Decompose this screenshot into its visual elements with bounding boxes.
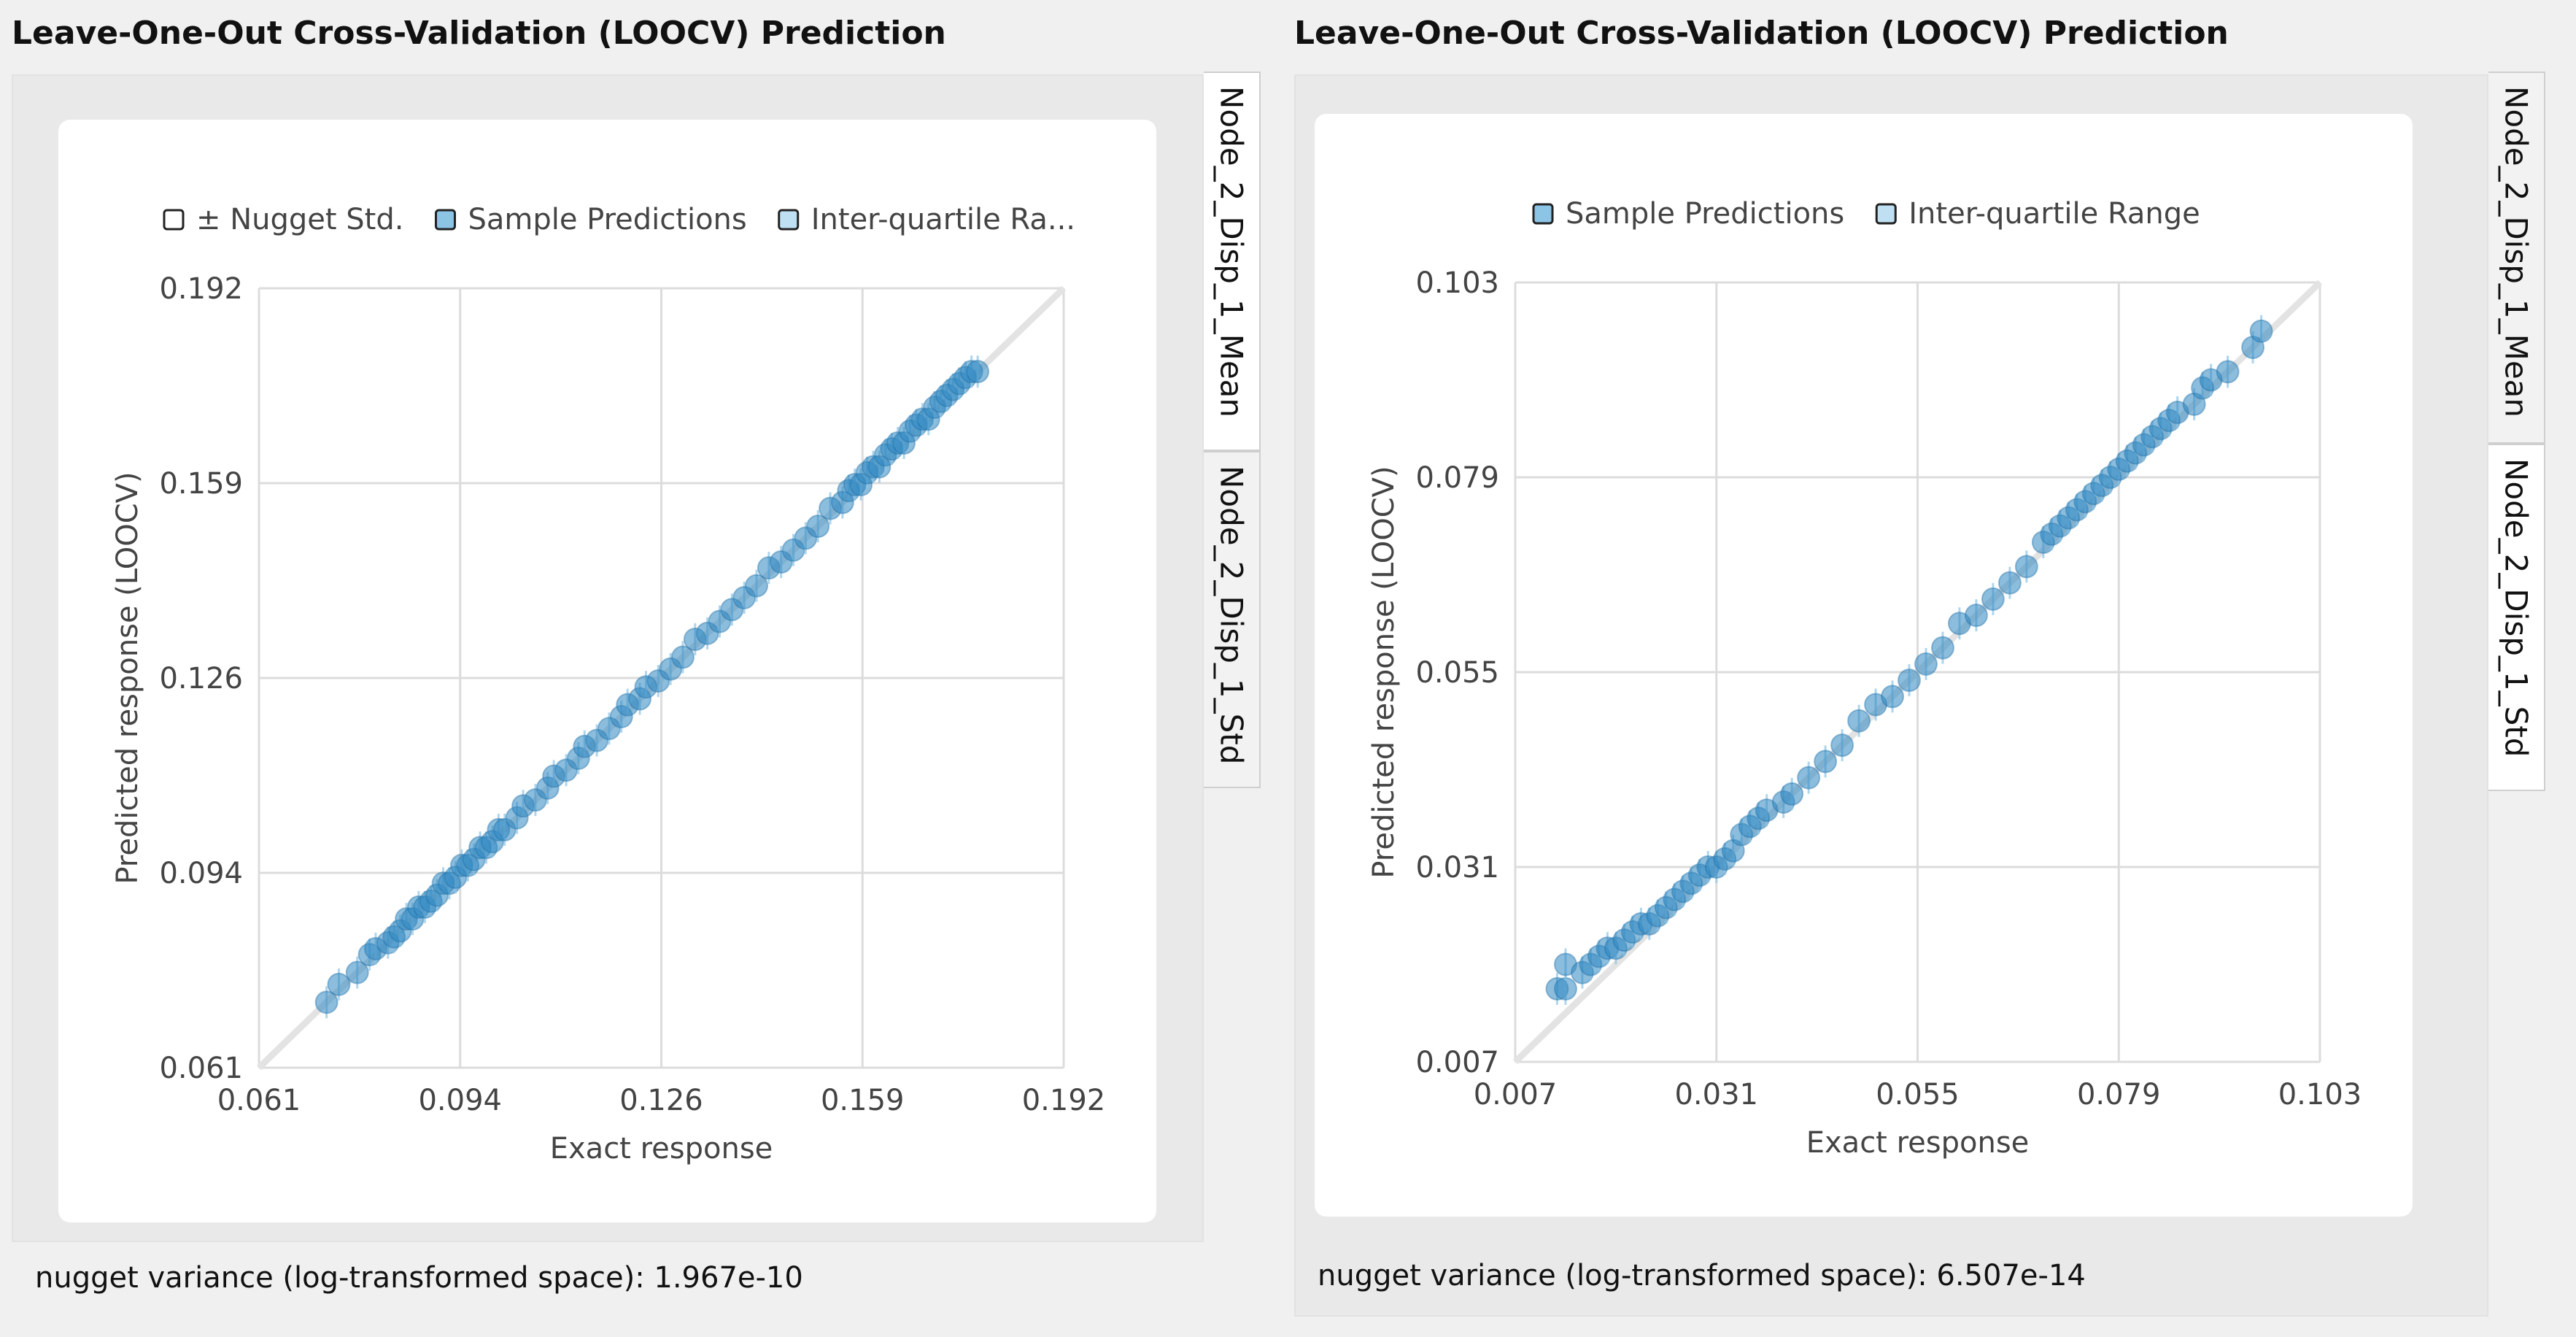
sample-prediction-point: [1981, 587, 2005, 611]
legend-swatch: [1875, 203, 1897, 225]
x-tick-label: 0.055: [1876, 1078, 1960, 1111]
sample-prediction-point: [1997, 571, 2022, 595]
nugget-variance-label: nugget variance (log-transformed space):…: [1318, 1259, 2086, 1292]
y-tick-label: 0.159: [159, 467, 243, 501]
sample-prediction-point: [327, 972, 351, 996]
nugget-variance-label: nugget variance (log-transformed space):…: [35, 1261, 803, 1295]
legend-label: ± Nugget Std.: [196, 203, 403, 236]
tab-label: Node_2_Disp_1_Std: [1213, 466, 1250, 765]
sample-prediction-point: [2249, 319, 2273, 343]
chart-frame: 0.061 0.061 0.094 0.094 0.126 0.126 0.159 0.159…: [12, 74, 1204, 1242]
x-tick-label: 0.103: [2278, 1078, 2362, 1111]
chart-frame: 0.007 0.007 0.031 0.031 0.055 0.055 0.079 0.079…: [1294, 74, 2488, 1317]
sample-prediction-point: [670, 645, 695, 669]
y-tick-label: 0.094: [159, 857, 243, 890]
x-tick-label: 0.079: [2077, 1078, 2161, 1111]
y-tick-label: 0.031: [1415, 851, 1499, 885]
sample-prediction-point: [1814, 750, 1838, 774]
sample-prediction-point: [745, 574, 769, 598]
sample-prediction-point: [1914, 652, 1938, 676]
panel-title: Leave-One-Out Cross-Validation (LOOCV) P…: [1294, 15, 2229, 52]
sample-prediction-point: [966, 360, 990, 384]
tab-node-2-disp-1-mean[interactable]: Node_2_Disp_1_Mean: [2488, 72, 2545, 444]
sample-prediction-point: [2014, 555, 2038, 579]
sample-prediction-point: [345, 960, 369, 985]
sample-prediction-point: [1964, 604, 1988, 628]
loocv-panel-left: Leave-One-Out Cross-Validation (LOOCV) P…: [0, 0, 1284, 1337]
tab-label: Node_2_Disp_1_Mean: [2498, 86, 2534, 418]
y-tick-label: 0.055: [1415, 656, 1499, 690]
y-tick-label: 0.079: [1415, 461, 1499, 495]
legend-swatch: [778, 209, 800, 231]
legend-label: Inter-quartile Range: [1908, 197, 2200, 231]
sample-prediction-point: [1830, 733, 1854, 758]
y-axis-label: Predicted response (LOOCV): [111, 471, 144, 884]
loocv-panel-right: Leave-One-Out Cross-Validation (LOOCV) P…: [1284, 0, 2576, 1337]
sample-prediction-point: [1553, 976, 1577, 1001]
x-tick-label: 0.061: [217, 1084, 301, 1117]
x-tick-label: 0.007: [1474, 1078, 1558, 1111]
sample-prediction-point: [1898, 668, 1922, 693]
y-tick-label: 0.192: [159, 272, 243, 306]
legend-swatch: [1532, 203, 1554, 225]
y-tick-label: 0.126: [159, 662, 243, 696]
tab-node-2-disp-1-std[interactable]: Node_2_Disp_1_Std: [1204, 451, 1261, 788]
y-tick-label: 0.103: [1415, 266, 1499, 300]
legend-swatch: [163, 209, 185, 231]
tab-label: Node_2_Disp_1_Std: [2498, 458, 2534, 758]
chart-card: 0.007 0.007 0.031 0.031 0.055 0.055 0.079 0.079…: [1315, 114, 2413, 1217]
sample-prediction-point: [1797, 766, 1821, 790]
sample-prediction-point: [314, 990, 339, 1014]
sample-prediction-point: [1881, 685, 1905, 709]
sample-prediction-point: [1780, 782, 1804, 806]
x-tick-label: 0.159: [821, 1084, 905, 1117]
chart-card: 0.061 0.061 0.094 0.094 0.126 0.126 0.159 0.159…: [58, 120, 1156, 1222]
sample-prediction-point: [806, 515, 830, 539]
sample-prediction-point: [1847, 709, 1871, 733]
legend-label: Sample Predictions: [468, 203, 746, 236]
y-tick-label: 0.007: [1415, 1046, 1499, 1079]
sample-prediction-point: [2216, 360, 2240, 384]
x-tick-label: 0.126: [619, 1084, 703, 1117]
y-tick-label: 0.061: [159, 1052, 243, 1085]
tab-label: Node_2_Disp_1_Mean: [1213, 86, 1250, 418]
x-axis-label: Exact response: [1806, 1126, 2030, 1160]
panel-title: Leave-One-Out Cross-Validation (LOOCV) P…: [12, 15, 946, 52]
x-tick-label: 0.094: [418, 1084, 502, 1117]
y-axis-label: Predicted response (LOOCV): [1367, 466, 1401, 878]
x-tick-label: 0.192: [1022, 1084, 1106, 1117]
legend-swatch: [434, 209, 456, 231]
tab-node-2-disp-1-mean[interactable]: Node_2_Disp_1_Mean: [1204, 72, 1261, 451]
x-axis-label: Exact response: [550, 1132, 773, 1165]
legend-label: Sample Predictions: [1566, 197, 1844, 231]
x-tick-label: 0.031: [1674, 1078, 1758, 1111]
sample-prediction-point: [1930, 636, 1954, 660]
tab-node-2-disp-1-std[interactable]: Node_2_Disp_1_Std: [2488, 444, 2545, 791]
legend-label: Inter-quartile Ra...: [811, 203, 1075, 236]
